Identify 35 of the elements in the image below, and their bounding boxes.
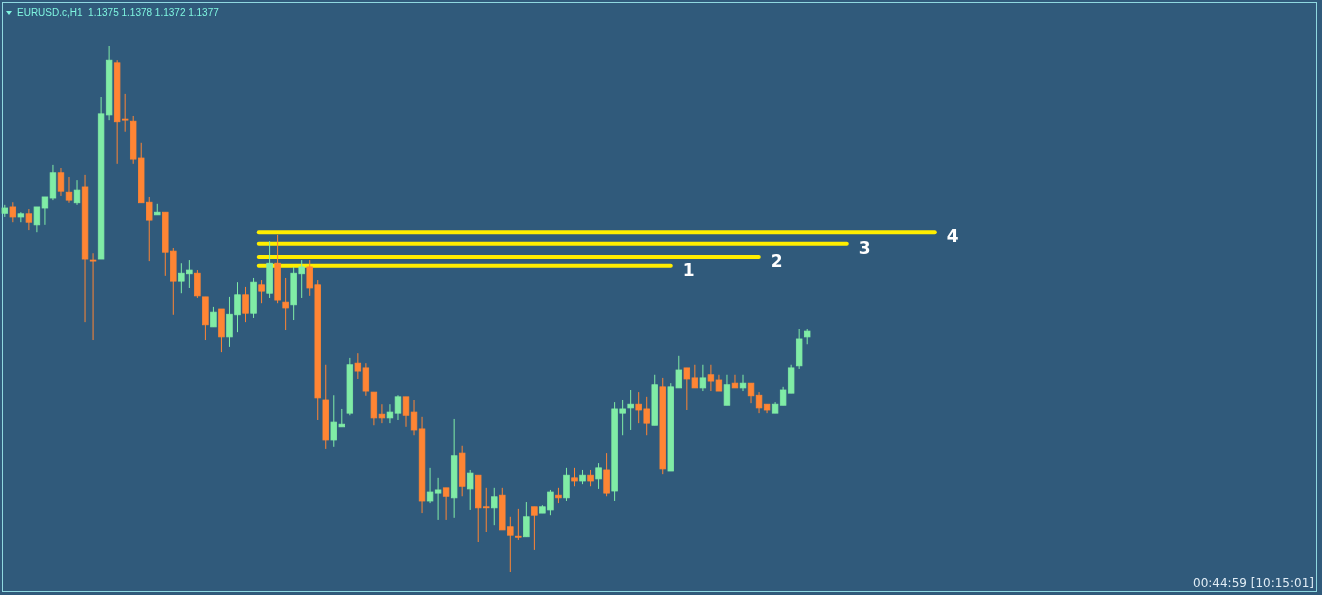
candlestick [402,396,410,428]
candlestick [9,201,17,223]
candlestick [25,208,33,231]
candlestick [394,394,402,421]
annotation: 1 [682,259,695,280]
candlestick [17,211,25,223]
candlestick [523,501,530,538]
candlestick [563,467,570,502]
candlestick [515,508,522,541]
candlestick [210,306,217,328]
candlestick [466,469,474,511]
candlestick [258,279,265,304]
candlestick [65,176,73,204]
candlestick [595,462,602,490]
candlestick [442,487,450,521]
candlestick [491,487,498,526]
candlestick [739,374,747,392]
candlestick [531,506,538,551]
text: 4 [946,226,959,247]
chart-title: EURUSD.c,H1 1.1375 1.1378 1.1372 1.1377 [17,7,220,18]
candlestick [386,403,394,424]
candlestick [282,277,289,331]
candlestick [603,452,610,497]
annotation: 2 [770,250,783,271]
candlestick [747,382,755,404]
candlestick [73,179,81,206]
candlestick [571,467,578,487]
candlestick [57,167,65,197]
text: 00:44:59 [10:15:01] [1193,576,1314,590]
candlestick [723,374,731,406]
candlestick [699,364,707,392]
candlestick [731,374,739,389]
candlestick [410,399,418,436]
candlestick [242,286,249,323]
text: 3 [858,237,871,258]
